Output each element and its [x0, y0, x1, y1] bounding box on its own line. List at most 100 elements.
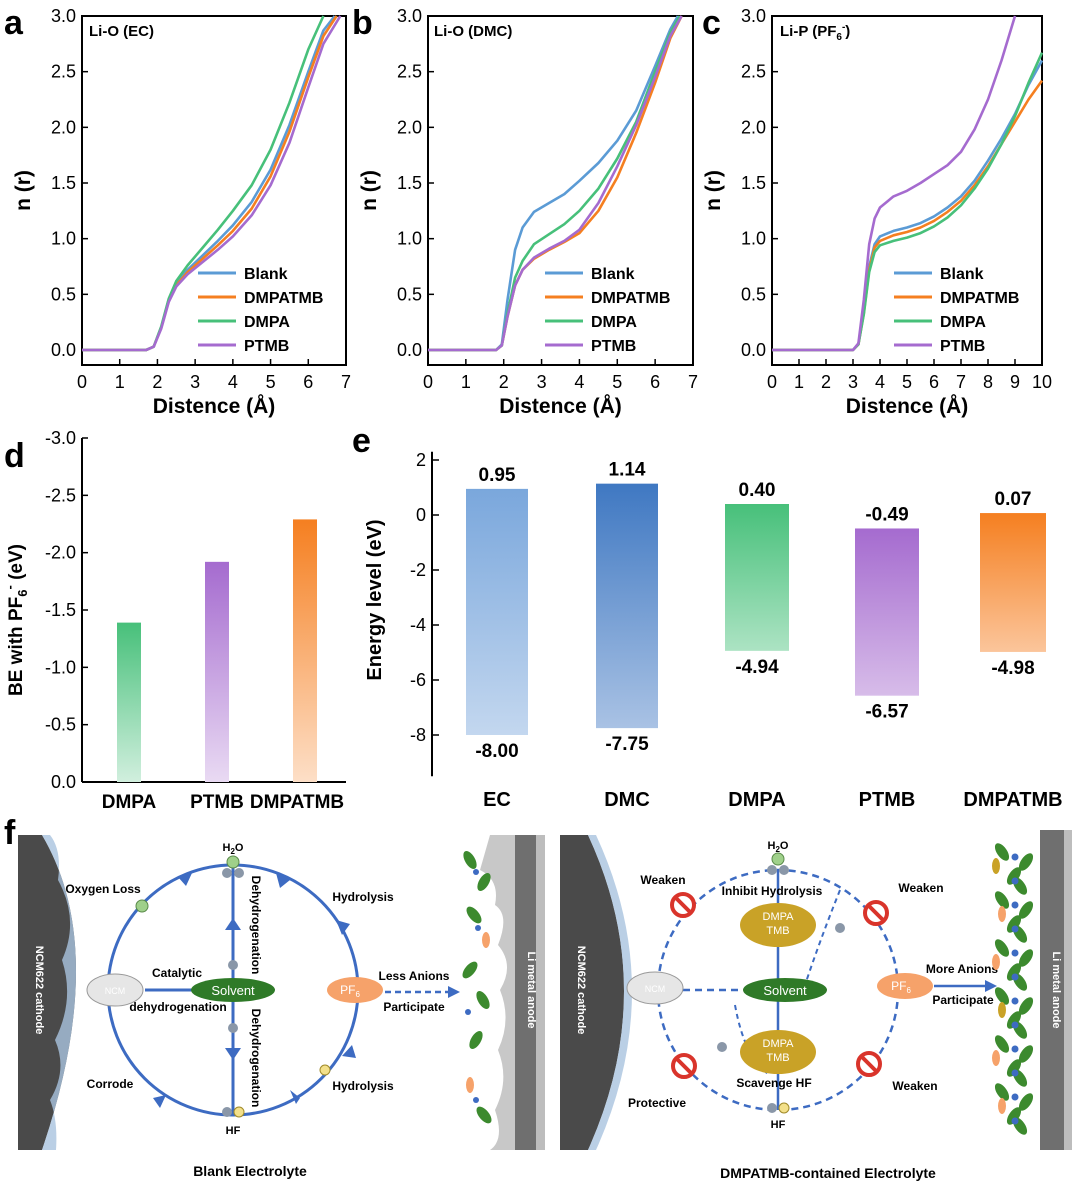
atom-icon: [835, 923, 845, 933]
left-corrode: Corrode: [87, 1077, 134, 1091]
right-additive-bottom: [740, 1030, 816, 1074]
right-dashed-curve: [804, 889, 841, 986]
no-sign-icon: [671, 1053, 697, 1079]
arrowhead: [225, 918, 241, 930]
sei-anion-icon: [992, 858, 1000, 874]
arrowhead: [276, 873, 290, 888]
y-tick-label: 0.5: [741, 284, 766, 304]
x-tick-label: 4: [574, 372, 584, 392]
y-tick-label: 2.0: [741, 117, 766, 137]
category-label-dmpa: DMPA: [728, 789, 785, 811]
sei-leaf-icon: [994, 843, 1010, 861]
y-tick-label: 2.5: [397, 62, 422, 82]
right-weaken-bottom-right: Weaken: [892, 1079, 937, 1093]
right-h2o-end: O: [780, 840, 789, 852]
right-anode-label: Li metal anode: [1050, 951, 1062, 1028]
arrowhead: [290, 1090, 300, 1104]
left-less-anions: Less Anions: [379, 969, 450, 983]
left-cathode-label: NCM622 cathode: [33, 946, 45, 1035]
arrowhead: [225, 1048, 241, 1060]
series-line-dmpatmb: [772, 79, 1044, 352]
legend-label-blank: Blank: [591, 266, 635, 283]
right-no-signs: [670, 892, 889, 1079]
x-axis-title: Distence (Å): [153, 394, 276, 418]
y-tick-label: 2.0: [51, 117, 76, 137]
y-axis-title: n (r): [702, 170, 725, 211]
sei-atom-icon: [1011, 1021, 1019, 1029]
panel-letter-e: e: [352, 422, 371, 460]
panel-d-ylabel-sup: -: [2, 585, 17, 589]
y-tick-label: -2.5: [45, 485, 76, 505]
legend-label-dmpa: DMPA: [244, 314, 290, 331]
left-dendrite-surface: [480, 835, 515, 1150]
arrowhead: [178, 873, 192, 886]
sei-anion-icon: [992, 1050, 1000, 1066]
bar-chart-e: 2 0 -2 -4 -6 -8 Energy level (eV) 0.95 -8.00 EC 1.…: [364, 450, 1063, 811]
fluorine-icon: [778, 1102, 790, 1114]
right-cathode-body: [560, 835, 624, 1150]
homo-label-dmpa: -4.94: [735, 657, 779, 678]
sei-atom-icon: [473, 869, 479, 875]
y-tick-label: 0.0: [397, 340, 422, 360]
left-anode-label: Li metal anode: [525, 951, 537, 1028]
panel-letter-a: a: [4, 4, 24, 42]
right-anode-edge: [1064, 830, 1072, 1150]
legend-label-blank: Blank: [940, 266, 984, 283]
left-pf6-node: [327, 977, 383, 1003]
sei-atom-icon: [1011, 1045, 1019, 1053]
left-catalytic: Catalytic: [152, 966, 202, 980]
y-tick-label: -1.5: [45, 600, 76, 620]
right-weaken-top-right: Weaken: [898, 881, 943, 895]
sei-leaf-icon: [1018, 997, 1034, 1015]
right-molecules: [717, 852, 845, 1114]
sei-atom-icon: [1011, 997, 1019, 1005]
left-participate: Participate: [383, 1000, 445, 1014]
line-chart-c: 0 1 2 3 4 5 6 7 8 9 100.00.51.01.52.02.53.0Distenc…: [702, 6, 1052, 418]
category-label-ptmb: PTMB: [190, 792, 244, 813]
sei-atom-icon: [473, 1097, 479, 1103]
series-line-ptmb: [772, 15, 1017, 352]
legend-label-ptmb: PTMB: [244, 338, 289, 355]
bar-dmpatmb: [293, 519, 317, 782]
x-tick-label: 10: [1032, 372, 1052, 392]
sei-atom-icon: [1011, 1093, 1019, 1101]
sei-atom-icon: [475, 925, 481, 931]
left-solvent-node: [191, 978, 275, 1002]
x-tick-label: 3: [190, 372, 200, 392]
legend-label-blank: Blank: [244, 266, 288, 283]
panel-c-label-sub: 6: [836, 32, 842, 43]
y-tick-label: -6: [410, 670, 426, 690]
y-tick-label: -0.5: [45, 715, 76, 735]
right-cathode-surface: [588, 835, 632, 1150]
left-pf6-label: PF6: [340, 983, 360, 999]
x-tick-label: 1: [115, 372, 125, 392]
left-h2o-main: H: [223, 842, 231, 854]
arrowhead: [342, 1045, 356, 1058]
x-tick-label: 6: [929, 372, 939, 392]
bar-ec: [466, 488, 528, 735]
sei-leaf-icon: [1018, 1093, 1034, 1111]
sei-anion-icon: [998, 1002, 1006, 1018]
right-pf6-main: PF: [891, 979, 906, 993]
left-pf6-sub: 6: [355, 990, 360, 999]
sei-leaf-icon: [1006, 867, 1022, 885]
left-pf6-main: PF: [340, 983, 355, 997]
category-label-dmc: DMC: [604, 789, 650, 811]
x-tick-label: 5: [612, 372, 622, 392]
arrowhead: [336, 920, 350, 935]
y-tick-label: 1.5: [397, 173, 422, 193]
left-anion-arrowhead: [448, 986, 460, 998]
category-label-ec: EC: [483, 789, 511, 811]
x-tick-label: 9: [1010, 372, 1020, 392]
sei-atom-icon: [1011, 973, 1019, 981]
x-tick-label: 7: [956, 372, 966, 392]
panel-letter-c: c: [702, 4, 721, 42]
x-tick-label: 6: [303, 372, 313, 392]
x-tick-label: 2: [821, 372, 831, 392]
no-sign-bar: [867, 904, 885, 922]
right-additive-bottom-line2: TMB: [766, 1052, 789, 1064]
panel-letter-b: b: [352, 4, 373, 42]
sei-leaf-icon: [994, 1035, 1010, 1053]
right-pf6-node: [877, 973, 933, 999]
y-tick-label: 1.0: [741, 229, 766, 249]
